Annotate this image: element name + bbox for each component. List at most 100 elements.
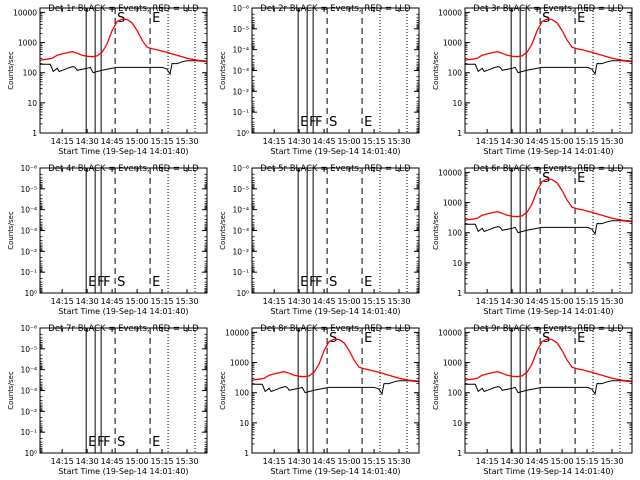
x-tick-label: 14:45	[526, 297, 549, 306]
marker-label: E	[577, 11, 585, 26]
plot-frame	[251, 167, 420, 294]
x-tick-label: 14:45	[313, 457, 336, 466]
marker-label: E	[364, 275, 372, 290]
y-tick-label: 10⁻¹	[20, 268, 37, 277]
y-tick-label: 10⁻³	[20, 227, 37, 236]
y-tick-label: 10	[452, 99, 462, 108]
x-tick-label: 15:15	[363, 457, 386, 466]
x-tick-label: 14:15	[476, 457, 499, 466]
x-tick-label: 14:45	[101, 457, 124, 466]
y-tick-label: 10⁻¹	[20, 428, 37, 437]
x-tick-label: 14:30	[501, 457, 524, 466]
series-line-events	[252, 380, 419, 396]
y-tick-label: 10⁰	[236, 129, 249, 138]
x-tick-label: 15:15	[576, 457, 599, 466]
y-tick-label: 10⁻⁶	[232, 164, 249, 173]
x-tick-label: 14:45	[526, 457, 549, 466]
y-tick-label: 1000	[230, 359, 249, 368]
x-tick-label: 15:00	[126, 297, 149, 306]
series-line-events	[465, 220, 632, 236]
x-axis-label: Start Time (19-Sep-14 14:01:40)	[483, 467, 613, 476]
y-tick-label: 1	[244, 449, 249, 458]
x-tick-label: 14:45	[101, 297, 124, 306]
panel-det-4: Det 4r BLACK = Events, RED = LLD Counts/s…	[7, 164, 208, 316]
x-tick-label: 15:00	[126, 457, 149, 466]
y-tick-label: 10000	[438, 8, 462, 17]
panel-title: Det 1r BLACK = Events, RED = LLD	[48, 4, 199, 14]
x-tick-label: 15:15	[151, 457, 174, 466]
x-tick-label: 14:15	[51, 457, 74, 466]
x-tick-label: 15:15	[576, 137, 599, 146]
x-tick-label: 14:30	[288, 457, 311, 466]
marker-label: S	[542, 11, 550, 26]
panel-det-5: Det 5r BLACK = Events, RED = LLD Counts/s…	[219, 164, 420, 316]
y-tick-label: 10	[239, 419, 249, 428]
y-tick-label: 10⁻⁵	[232, 25, 249, 34]
y-tick-label: 10⁻¹	[232, 108, 249, 117]
y-axis-label: Counts/sec	[219, 371, 227, 410]
x-tick-label: 15:30	[175, 457, 198, 466]
y-tick-label: 10⁻⁵	[20, 345, 37, 354]
y-tick-label: 10	[452, 419, 462, 428]
x-tick-label: 15:15	[576, 297, 599, 306]
y-tick-label: 10000	[438, 168, 462, 177]
panel-det-3: Det 3r BLACK = Events, RED = LLD Counts/s…	[432, 4, 633, 156]
panel-det-6: Det 6r BLACK = Events, RED = LLD Counts/s…	[432, 164, 633, 316]
x-tick-label: 15:30	[600, 297, 623, 306]
series-line-lld	[40, 18, 207, 62]
x-tick-label: 15:00	[338, 297, 361, 306]
x-tick-label: 15:00	[338, 137, 361, 146]
panel-det-7: Det 7r BLACK = Events, RED = LLD Counts/s…	[7, 324, 208, 476]
panel-title: Det 2r BLACK = Events, RED = LLD	[260, 4, 411, 14]
marker-label: F	[315, 115, 322, 130]
x-tick-label: 14:45	[313, 137, 336, 146]
y-tick-label: 10⁻⁶	[20, 324, 37, 333]
y-tick-label: 10⁻⁴	[232, 46, 249, 55]
y-axis-label: Counts/sec	[432, 211, 440, 250]
y-axis-label: Counts/sec	[219, 211, 227, 250]
y-tick-label: 1	[457, 289, 462, 298]
x-tick-label: 15:15	[363, 137, 386, 146]
x-tick-label: 14:30	[501, 137, 524, 146]
x-tick-label: 15:30	[600, 457, 623, 466]
y-tick-label: 10⁻²	[20, 247, 37, 256]
plot-frame	[39, 7, 208, 134]
x-tick-label: 15:00	[338, 457, 361, 466]
y-tick-label: 1	[457, 449, 462, 458]
series-line-events	[465, 60, 632, 76]
plot-frame	[464, 7, 633, 134]
x-tick-label: 14:45	[313, 297, 336, 306]
y-tick-label: 100	[23, 69, 38, 78]
y-tick-label: 1000	[443, 199, 462, 208]
panel-title: Det 7r BLACK = Events, RED = LLD	[48, 324, 199, 334]
marker-label: E	[88, 435, 96, 450]
y-tick-label: 10	[452, 259, 462, 268]
y-tick-label: 10⁻³	[232, 67, 249, 76]
x-tick-label: 14:15	[263, 457, 286, 466]
y-tick-label: 1	[32, 129, 37, 138]
x-tick-label: 15:30	[175, 137, 198, 146]
y-axis-label: Counts/sec	[7, 51, 15, 90]
y-tick-label: 100	[448, 229, 463, 238]
x-tick-label: 14:45	[526, 137, 549, 146]
x-tick-label: 14:30	[76, 297, 99, 306]
panel-title: Det 9r BLACK = Events, RED = LLD	[473, 324, 624, 334]
series-line-events	[40, 60, 207, 76]
marker-label: S	[542, 171, 550, 186]
plot-frame	[464, 327, 633, 454]
series-line-lld	[465, 18, 632, 62]
x-tick-label: 15:00	[551, 297, 574, 306]
y-tick-label: 10⁰	[24, 289, 37, 298]
panel-det-8: Det 8r BLACK = Events, RED = LLD Counts/s…	[219, 324, 420, 476]
panel-title: Det 3r BLACK = Events, RED = LLD	[473, 4, 624, 14]
x-tick-label: 15:30	[387, 137, 410, 146]
y-axis-label: Counts/sec	[7, 371, 15, 410]
marker-label: S	[329, 331, 337, 346]
x-tick-label: 14:30	[501, 297, 524, 306]
y-tick-label: 1000	[443, 359, 462, 368]
x-tick-label: 15:30	[600, 137, 623, 146]
x-tick-label: 15:00	[126, 137, 149, 146]
x-tick-label: 15:30	[175, 297, 198, 306]
y-tick-label: 10⁰	[24, 449, 37, 458]
x-axis-label: Start Time (19-Sep-14 14:01:40)	[483, 147, 613, 156]
